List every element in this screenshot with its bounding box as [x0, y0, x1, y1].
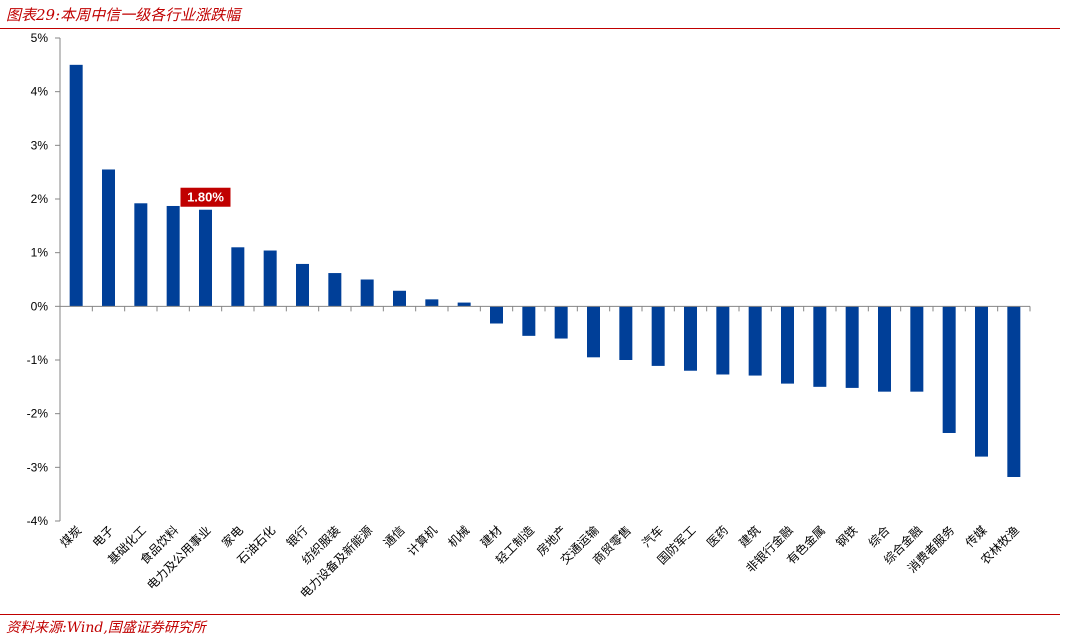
- bar: [748, 306, 762, 376]
- bar: [199, 209, 212, 307]
- category-label: 医药: [704, 523, 731, 550]
- callout-box: [180, 187, 231, 207]
- bar: [845, 306, 859, 388]
- bar: [166, 205, 180, 307]
- bar: [942, 306, 956, 433]
- y-tick-label: 1%: [31, 246, 49, 260]
- top-divider: [0, 28, 1060, 29]
- bar: [587, 306, 600, 358]
- bar: [781, 306, 794, 384]
- bar: [554, 306, 568, 339]
- zero-line: [59, 305, 1031, 312]
- y-tick-label: -2%: [27, 407, 49, 421]
- bar: [878, 306, 891, 392]
- bar: [328, 273, 342, 307]
- bar: [910, 306, 924, 392]
- category-labels: 煤炭 电子基础化工食品饮料电力及公用事业 家电石油石化 银行纺织服装电力设备及新能源通…: [57, 523, 1022, 601]
- bottom-divider: [0, 614, 1060, 615]
- category-label: 建材: [478, 523, 505, 550]
- bar: [134, 203, 148, 307]
- y-tick-label: 2%: [31, 192, 49, 206]
- bar: [360, 279, 374, 307]
- bar: [619, 306, 633, 360]
- category-label: 煤炭: [57, 523, 84, 550]
- category-label: 传媒: [962, 523, 990, 551]
- source-note: 资料来源:Wind,国盛证券研究所: [6, 620, 206, 636]
- bar: [975, 306, 988, 457]
- figure-title: 图表29:本周中信一级各行业涨跌幅: [6, 6, 241, 24]
- category-label: 机械: [445, 523, 473, 551]
- callout-label: 1.80%: [187, 190, 224, 205]
- y-tick-label: 4%: [31, 85, 49, 99]
- bar: [651, 306, 665, 366]
- bar: [263, 250, 277, 307]
- bar: [393, 290, 406, 307]
- bar: [425, 299, 439, 307]
- bar: [69, 64, 83, 307]
- bar: [490, 306, 503, 324]
- bar: [813, 306, 827, 387]
- y-tick-label: -1%: [27, 353, 49, 367]
- y-tick-label: 5%: [31, 31, 49, 45]
- category-label: 综合: [865, 523, 893, 551]
- bar: [102, 169, 115, 307]
- bar: [1007, 306, 1021, 477]
- bars: [69, 64, 1021, 477]
- category-label: 银行: [284, 523, 311, 550]
- category-label: 家电: [218, 523, 246, 551]
- bar: [457, 302, 471, 307]
- category-label: 建筑: [736, 523, 764, 551]
- y-tick-label: -3%: [27, 460, 49, 474]
- category-label: 汽车: [639, 523, 667, 551]
- y-axis: 5% 4% 3% 2% 1% 0% -1% -2% -3% -4%: [27, 31, 61, 528]
- bar: [522, 306, 536, 336]
- bar: [684, 306, 697, 371]
- y-tick-label: 0%: [31, 299, 49, 313]
- bar: [296, 263, 309, 307]
- y-tick-label: 3%: [31, 138, 49, 152]
- category-label: 通信: [381, 523, 408, 550]
- category-label: 钢铁: [833, 523, 860, 550]
- category-label: 电子: [90, 523, 117, 550]
- bar: [716, 306, 730, 375]
- category-label: 计算机: [404, 523, 440, 559]
- value-callout: 1.80%: [180, 187, 231, 207]
- y-tick-label: -4%: [27, 514, 49, 528]
- bar: [231, 247, 245, 307]
- industry-change-bar-chart: 5% 4% 3% 2% 1% 0% -1% -2% -3% -4% 煤炭 电子基础化工食品饮料电力及…: [27, 31, 1031, 601]
